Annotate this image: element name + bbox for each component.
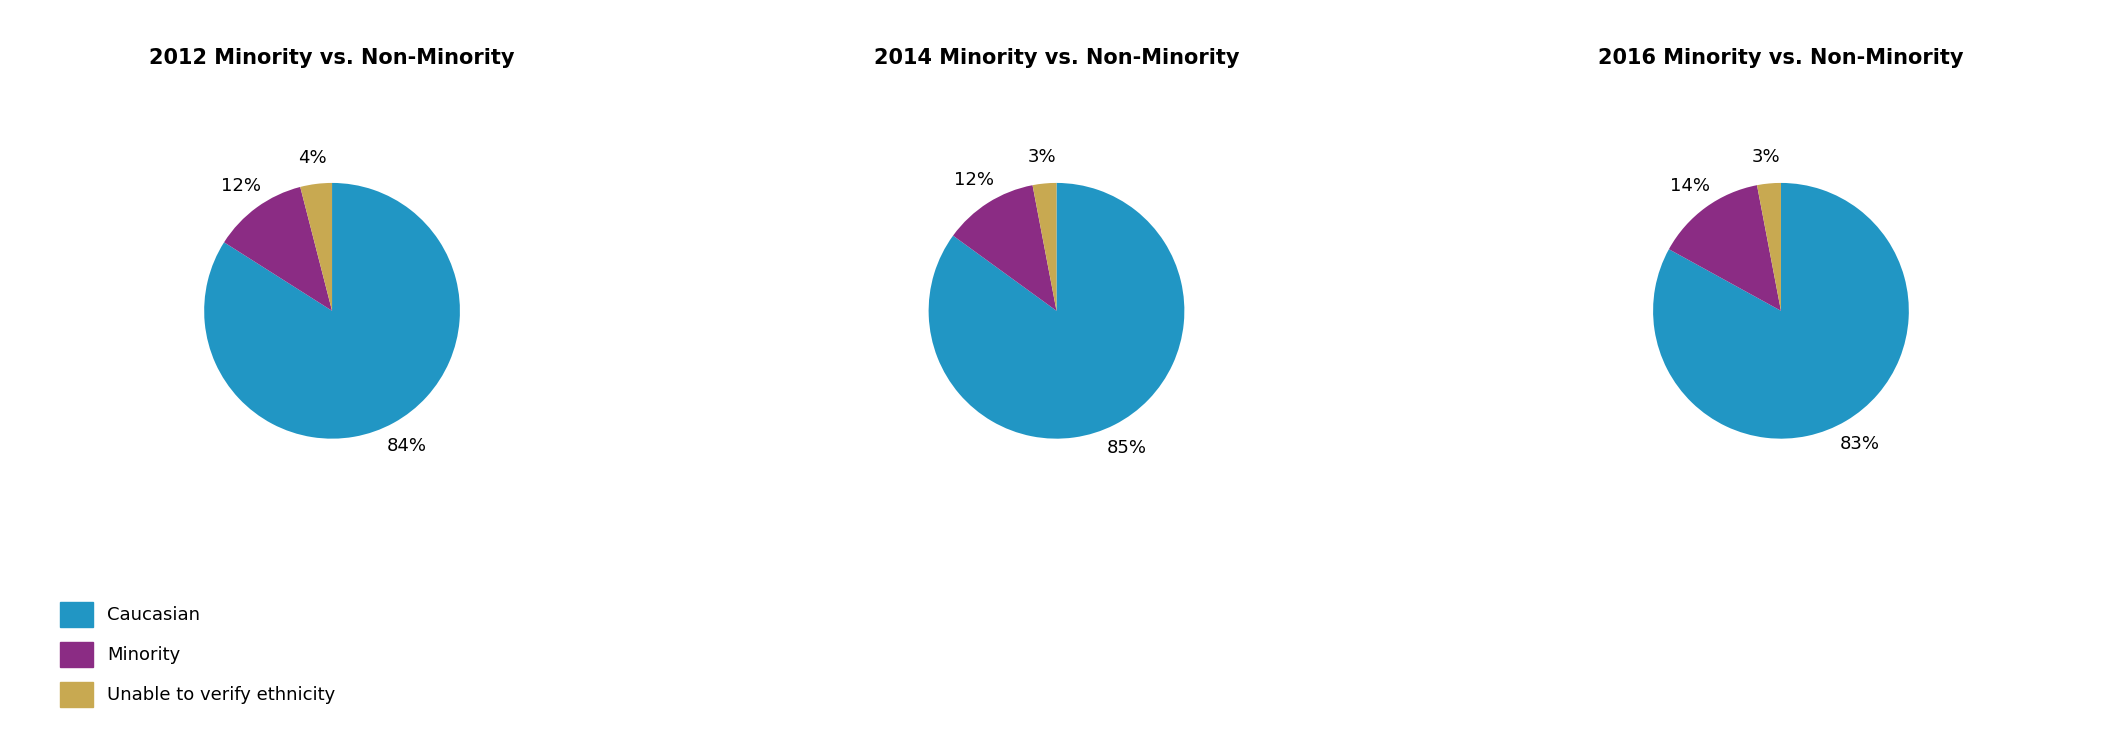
Title: 2014 Minority vs. Non-Minority: 2014 Minority vs. Non-Minority xyxy=(875,48,1238,68)
Wedge shape xyxy=(300,183,332,311)
Text: 85%: 85% xyxy=(1107,440,1147,457)
Text: 14%: 14% xyxy=(1669,177,1709,195)
Wedge shape xyxy=(928,183,1185,439)
Wedge shape xyxy=(224,187,332,311)
Text: 12%: 12% xyxy=(953,172,993,189)
Wedge shape xyxy=(205,183,461,439)
Legend: Caucasian, Minority, Unable to verify ethnicity: Caucasian, Minority, Unable to verify et… xyxy=(51,593,344,716)
Text: 3%: 3% xyxy=(1752,148,1781,166)
Text: 84%: 84% xyxy=(387,437,427,455)
Text: 3%: 3% xyxy=(1027,148,1056,166)
Text: 12%: 12% xyxy=(222,177,262,195)
Text: 83%: 83% xyxy=(1840,435,1881,453)
Wedge shape xyxy=(1033,183,1056,311)
Title: 2016 Minority vs. Non-Minority: 2016 Minority vs. Non-Minority xyxy=(1597,48,1963,68)
Title: 2012 Minority vs. Non-Minority: 2012 Minority vs. Non-Minority xyxy=(150,48,516,68)
Wedge shape xyxy=(1758,183,1781,311)
Wedge shape xyxy=(953,185,1056,311)
Text: 4%: 4% xyxy=(298,149,328,166)
Wedge shape xyxy=(1652,183,1908,439)
Wedge shape xyxy=(1669,185,1781,311)
